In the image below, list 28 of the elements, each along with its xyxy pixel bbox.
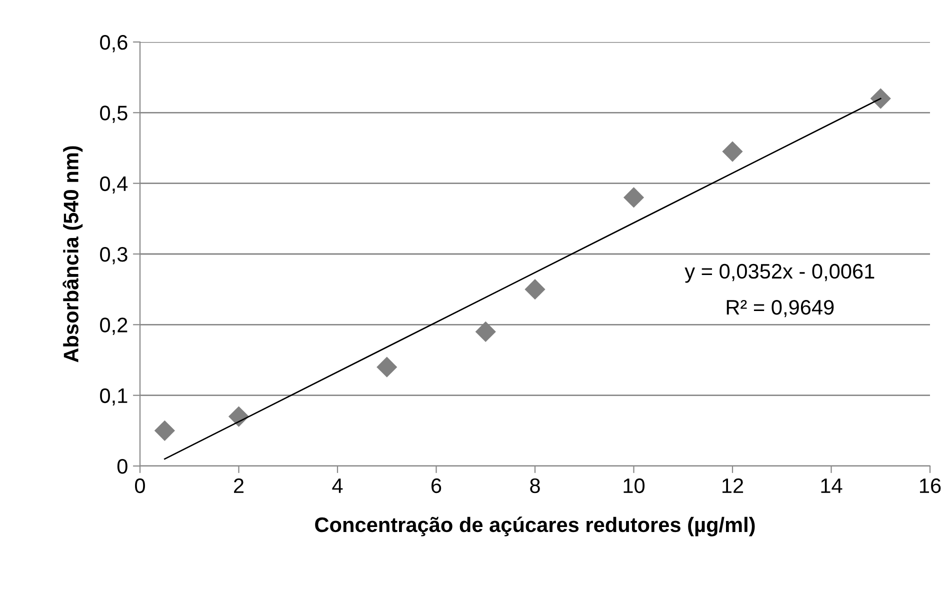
annotation: y = 0,0352x - 0,0061: [684, 264, 874, 283]
x-tick-label: 6: [432, 478, 442, 494]
x-tick-label: 10: [624, 478, 645, 494]
y-tick-label: 0,3: [100, 247, 128, 264]
x-tick-label: 12: [722, 478, 744, 493]
y-tick-label: 0,2: [100, 318, 128, 335]
x-tick-label: 4: [332, 478, 343, 493]
y-axis-title: Absorbância (540 nm): [62, 146, 83, 362]
y-tick-label: 0: [117, 459, 128, 474]
x-tick-label: 14: [821, 478, 842, 493]
y-tick-label: 0,4: [100, 176, 128, 194]
point: [376, 356, 398, 378]
point: [228, 406, 250, 427]
y-tick-label: 0,5: [100, 106, 128, 123]
point: [524, 279, 546, 300]
y-tick-label: 0,1: [100, 388, 128, 406]
x-axis-title: Concentração de açúcares redutores (µg/ml): [315, 516, 755, 536]
point: [154, 420, 175, 441]
x-tick-label: 0: [135, 478, 145, 494]
point: [722, 141, 743, 162]
annotation: R² = 0,9649: [726, 300, 834, 318]
point: [870, 88, 891, 109]
y-tick-label: 0,6: [100, 35, 128, 52]
x-tick-label: 16: [920, 478, 941, 494]
x-tick-label: 8: [530, 478, 540, 494]
x-tick-label: 2: [234, 478, 244, 493]
point: [475, 321, 496, 342]
point: [623, 187, 644, 208]
